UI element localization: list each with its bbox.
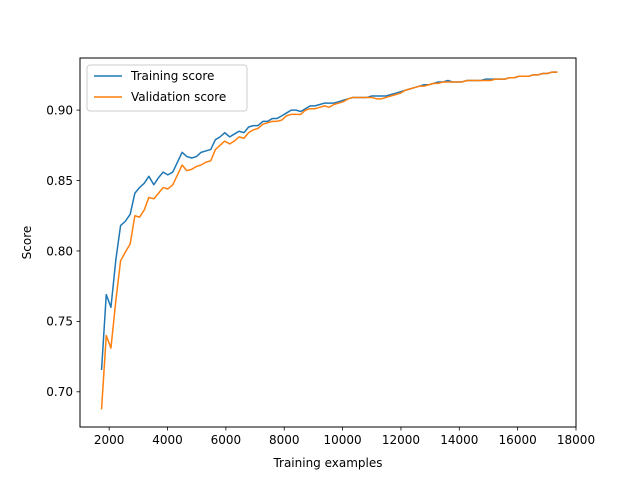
y-tick-label: 0.90 <box>46 103 73 117</box>
x-tick-label: 12000 <box>382 433 420 447</box>
y-tick-label: 0.70 <box>46 385 73 399</box>
series-group <box>100 71 558 410</box>
x-tick-label: 8000 <box>269 433 300 447</box>
x-axis: 2000 4000 6000 8000 10000 12000 14000 16000 1800… <box>94 427 595 447</box>
x-tick-label: 6000 <box>211 433 242 447</box>
legend-box <box>86 64 248 112</box>
plot-area-frame <box>79 57 577 428</box>
x-tick-label: 10000 <box>323 433 361 447</box>
x-axis-title: Training examples <box>272 456 382 470</box>
series-line-validation-score <box>100 71 558 410</box>
y-axis-title: Score <box>20 226 34 260</box>
y-axis: 0.70 0.75 0.80 0.85 0.90 <box>46 103 80 399</box>
x-tick-label: 4000 <box>152 433 183 447</box>
x-tick-label: 16000 <box>499 433 537 447</box>
y-tick-label: 0.75 <box>46 315 73 329</box>
x-tick-label: 2000 <box>94 433 125 447</box>
x-tick-label: 14000 <box>440 433 478 447</box>
legend: Training score Validation score <box>86 64 248 112</box>
y-tick-label: 0.80 <box>46 244 73 258</box>
legend-label-training: Training score <box>130 69 214 83</box>
legend-label-validation: Validation score <box>131 90 226 104</box>
x-tick-label: 18000 <box>557 433 595 447</box>
y-tick-label: 0.85 <box>46 174 73 188</box>
